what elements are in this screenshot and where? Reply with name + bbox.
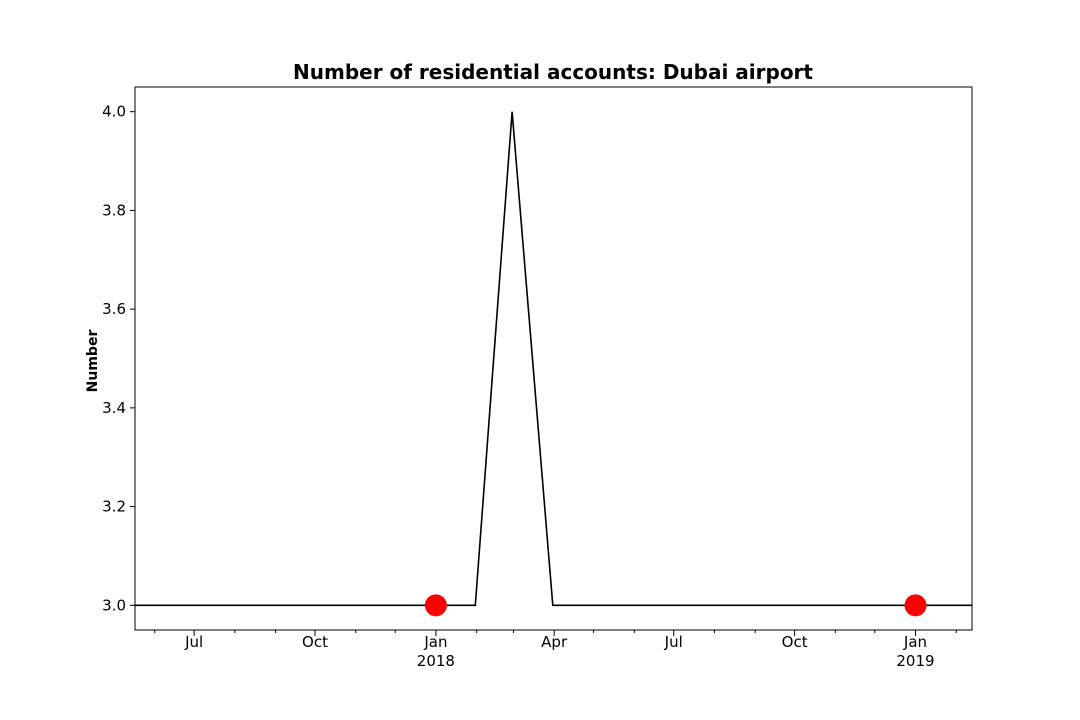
y-tick-label: 3.2 bbox=[102, 498, 126, 516]
y-tick-label: 3.6 bbox=[102, 300, 126, 318]
x-tick-label: Oct bbox=[782, 633, 808, 651]
marker-layer bbox=[424, 594, 927, 617]
series-layer bbox=[135, 111, 972, 607]
x-tick-label: Jan bbox=[423, 633, 447, 651]
chart-title: Number of residential accounts: Dubai ai… bbox=[293, 60, 813, 84]
data-point-marker bbox=[424, 594, 447, 617]
y-axis-label: Number bbox=[85, 330, 101, 393]
y-tick-label: 3.4 bbox=[102, 399, 126, 417]
y-axis: 3.0 3.2 3.4 3.6 3.8 4.0 bbox=[102, 103, 135, 614]
y-tick-label: 3.0 bbox=[102, 596, 126, 614]
x-tick-label: Jan bbox=[903, 633, 927, 651]
y-tick-label: 3.8 bbox=[102, 201, 126, 219]
plot-area bbox=[134, 86, 973, 631]
x-tick-year-label: 2019 bbox=[896, 652, 934, 670]
x-minor-ticks bbox=[154, 630, 957, 633]
x-tick-label: Oct bbox=[302, 633, 328, 651]
data-point-marker bbox=[904, 594, 927, 617]
x-tick-year-label: 2018 bbox=[417, 652, 455, 670]
x-tick-label: Jul bbox=[664, 633, 683, 651]
y-tick-label: 4.0 bbox=[102, 103, 126, 121]
series-line bbox=[135, 111, 972, 607]
x-tick-label: Apr bbox=[541, 633, 568, 651]
x-tick-label: Jul bbox=[184, 633, 203, 651]
